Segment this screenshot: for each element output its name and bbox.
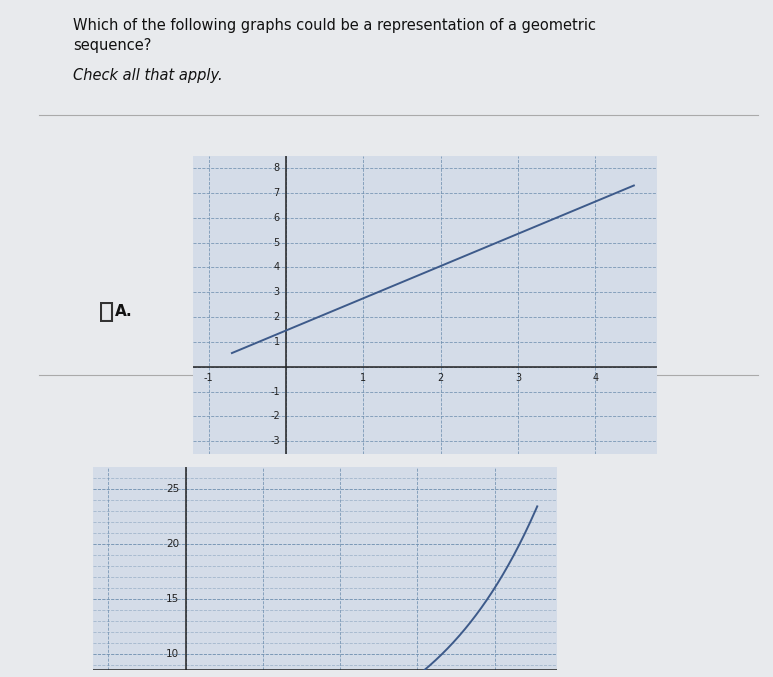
Text: 8: 8: [274, 163, 280, 173]
Text: -1: -1: [271, 387, 280, 397]
Text: 1: 1: [360, 373, 366, 383]
Text: 10: 10: [166, 649, 179, 659]
Text: -2: -2: [270, 412, 280, 421]
Text: 4: 4: [592, 373, 598, 383]
Text: 5: 5: [274, 238, 280, 248]
Text: 25: 25: [166, 484, 179, 494]
Text: 7: 7: [274, 188, 280, 198]
Text: 15: 15: [166, 594, 179, 604]
Text: 1: 1: [274, 337, 280, 347]
Text: Which of the following graphs could be a representation of a geometric: Which of the following graphs could be a…: [73, 18, 596, 33]
Text: -1: -1: [204, 373, 213, 383]
Text: 3: 3: [274, 287, 280, 297]
Text: 20: 20: [166, 539, 179, 549]
Text: 3: 3: [515, 373, 521, 383]
Text: 6: 6: [274, 213, 280, 223]
Text: 4: 4: [274, 263, 280, 272]
Text: -3: -3: [271, 436, 280, 446]
Text: sequence?: sequence?: [73, 38, 152, 53]
Text: 2: 2: [274, 312, 280, 322]
Text: 2: 2: [438, 373, 444, 383]
Text: Check all that apply.: Check all that apply.: [73, 68, 223, 83]
Text: A.: A.: [115, 305, 133, 320]
